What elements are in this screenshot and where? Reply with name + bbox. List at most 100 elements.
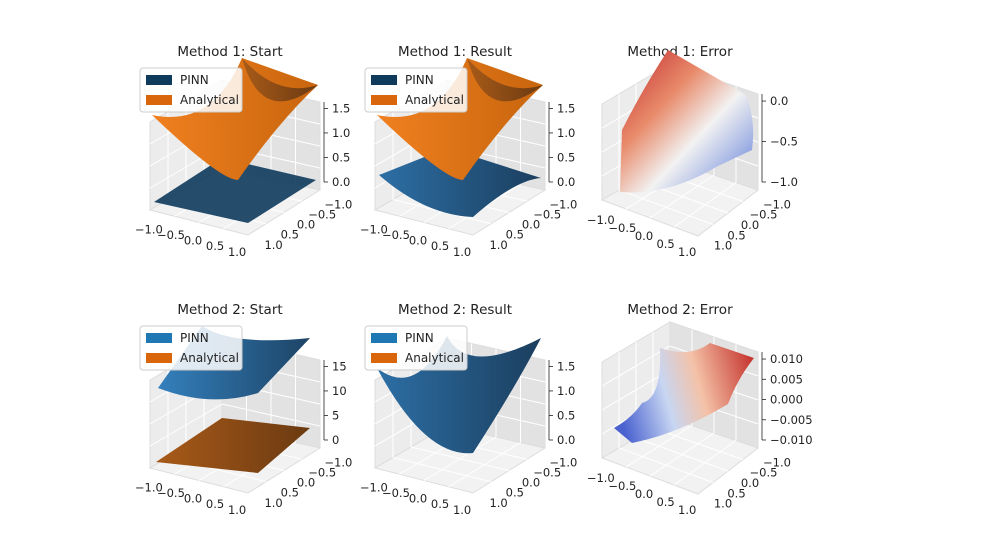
z-tick-label: 0.0 <box>770 94 788 108</box>
z-tick-label: 5 <box>332 408 339 422</box>
x-tick-label: 1.0 <box>228 503 246 517</box>
y-tick-label: −1.0 <box>324 197 352 211</box>
surface-pinn <box>379 148 541 217</box>
z-tick-label: −0.005 <box>770 413 813 427</box>
y-tick-label: 0.5 <box>281 486 299 500</box>
z-tick-label: 0.010 <box>770 352 803 366</box>
z-tick-label: 0.005 <box>770 372 803 386</box>
z-tick-label: 0.0 <box>557 433 575 447</box>
legend-swatch <box>371 95 397 105</box>
chart-title: Method 1: Start <box>177 44 282 60</box>
legend-swatch <box>371 333 397 343</box>
y-tick-label: 1.0 <box>264 238 282 252</box>
z-tick-label: 0 <box>332 433 339 447</box>
z-tick-label: 1.5 <box>332 101 350 115</box>
legend-label: PINN <box>180 73 209 87</box>
y-tick-label: 0.0 <box>741 218 759 232</box>
legend-label: Analytical <box>180 93 239 107</box>
gridline <box>448 442 521 488</box>
x-tick-label: −1.0 <box>135 480 163 494</box>
y-tick-label: −1.0 <box>763 197 791 211</box>
axes-m1-error: Method 1: Error−1.0−0.50.0−1.0−0.50.00.5… <box>587 44 798 259</box>
x-tick-label: 1.0 <box>228 245 246 259</box>
legend-swatch <box>146 353 172 363</box>
gridline <box>652 427 744 460</box>
y-tick-label: −0.5 <box>308 465 336 479</box>
y-tick-label: 1.0 <box>714 497 732 511</box>
x-tick-label: 1.0 <box>453 503 471 517</box>
axes-m2-error: Method 2: Error −0.010 −0.005 0.000 0.005 0.0… <box>587 302 813 517</box>
y-tick-label: 0.5 <box>727 486 745 500</box>
z-tick-label: 10 <box>332 384 347 398</box>
y-tick-label: 1.0 <box>489 496 507 510</box>
y-tick-label: 1.0 <box>264 496 282 510</box>
legend-swatch <box>371 75 397 85</box>
legend-swatch <box>371 353 397 363</box>
legend-swatch <box>146 75 172 85</box>
z-tick-label: −0.5 <box>770 135 798 149</box>
legend-swatch <box>146 95 172 105</box>
gridline <box>673 440 737 486</box>
z-tick-label: −0.010 <box>770 433 813 447</box>
z-tick-label: 1.5 <box>557 101 575 115</box>
x-tick-label: 0.0 <box>184 492 202 506</box>
x-tick-label: 0.0 <box>409 492 427 506</box>
x-tick-label: −1.0 <box>587 471 615 485</box>
surface-analytical <box>156 418 310 473</box>
z-tick-label: 1.0 <box>557 126 575 140</box>
x-tick-label: 0.5 <box>656 495 674 509</box>
z-tick-label: 1.0 <box>557 384 575 398</box>
y-tick-label: 0.0 <box>297 476 315 490</box>
y-tick-label: −0.5 <box>750 466 778 480</box>
x-tick-label: −0.5 <box>608 479 636 493</box>
x-tick-label: −0.5 <box>608 221 636 235</box>
surface-pinn <box>154 158 316 223</box>
y-tick-label: 0.0 <box>741 476 759 490</box>
y-tick-label: −0.5 <box>750 208 778 222</box>
floor-pane <box>373 425 547 494</box>
y-tick-label: −0.5 <box>533 465 561 479</box>
z-tick-label: 0.0 <box>332 175 350 189</box>
gridline <box>601 345 671 387</box>
z-tick-label: 0.5 <box>557 408 575 422</box>
surface-error <box>620 50 754 193</box>
y-tick-label: 0.5 <box>727 228 745 242</box>
y-tick-label: −1.0 <box>763 455 791 469</box>
x-tick-label: −0.5 <box>157 228 185 242</box>
x-tick-label: 0.5 <box>656 237 674 251</box>
y-tick-label: 0.0 <box>522 218 540 232</box>
legend-label: Analytical <box>180 351 239 365</box>
z-tick-label: 0.5 <box>332 150 350 164</box>
chart-title: Method 2: Start <box>177 302 282 318</box>
y-tick-label: 0.0 <box>522 476 540 490</box>
legend-swatch <box>146 333 172 343</box>
x-tick-label: −1.0 <box>360 480 388 494</box>
surface-pinn <box>377 336 541 454</box>
legend-label: PINN <box>180 331 209 345</box>
y-tick-label: 0.5 <box>506 486 524 500</box>
x-tick-label: 1.0 <box>678 503 696 517</box>
x-tick-label: 0.5 <box>431 497 449 511</box>
gridline <box>410 446 510 471</box>
surface-analytical-back <box>467 58 543 102</box>
z-tick-label: 0.0 <box>557 175 575 189</box>
gridline <box>635 437 729 472</box>
chart-title: Method 2: Result <box>398 302 512 318</box>
z-tick-label: 1.5 <box>557 359 575 373</box>
x-tick-label: −0.5 <box>382 228 410 242</box>
y-tick-label: −1.0 <box>324 455 352 469</box>
x-tick-label: −1.0 <box>587 213 615 227</box>
x-tick-label: −1.0 <box>135 222 163 236</box>
x-tick-label: 0.5 <box>206 497 224 511</box>
x-tick-label: −0.5 <box>382 486 410 500</box>
x-tick-label: 0.0 <box>184 234 202 248</box>
chart-title: Method 1: Result <box>398 44 512 60</box>
y-tick-label: −1.0 <box>549 197 577 211</box>
x-tick-label: 0.5 <box>206 239 224 253</box>
legend-label: PINN <box>405 331 434 345</box>
